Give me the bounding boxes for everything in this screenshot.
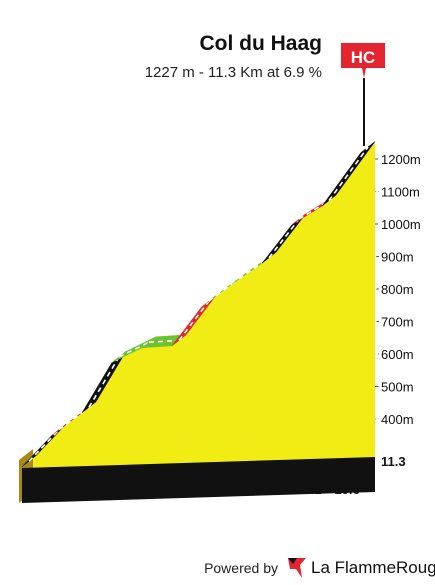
total-distance-label: 11.3	[381, 454, 406, 469]
gradient-label: 7.1	[304, 482, 322, 497]
flamme-rouge-logo-icon	[288, 558, 306, 578]
km-label: 2	[79, 503, 86, 518]
powered-by-text: Powered by	[204, 560, 278, 576]
road-centerline	[118, 341, 150, 358]
km-label: 5	[169, 501, 176, 516]
y-tick-label: 1000m	[381, 217, 421, 232]
km-label: 1	[49, 504, 56, 519]
y-tick-label: 400m	[381, 412, 414, 427]
gradient-label: 10.5	[90, 482, 115, 497]
y-tick-label: 600m	[381, 347, 414, 362]
y-tick-label: 700m	[381, 315, 414, 330]
y-tick-label: 1100m	[381, 185, 420, 200]
road-centerline	[268, 218, 300, 259]
brand-name: La FlammeRouge	[311, 558, 435, 577]
km-label: 6	[199, 500, 206, 515]
base-band	[22, 457, 375, 503]
profile-fill	[19, 141, 375, 503]
gradient-label: 3.5	[124, 482, 142, 497]
km-label: 8	[259, 498, 266, 513]
road-centerline	[328, 146, 369, 202]
km-label: 4	[139, 502, 147, 517]
elevation-profile-chart: 400m 500m 600m 700m 800m 900m 1000m 1100m 1200m 9…	[19, 43, 421, 519]
gradient-label: 10.9	[270, 482, 295, 497]
km-label: 7	[229, 499, 236, 514]
climb-title: Col du Haag	[199, 32, 322, 55]
y-tick-label: 900m	[381, 250, 414, 265]
road-segment	[321, 141, 376, 207]
km-label: 9	[289, 497, 296, 512]
y-tick-label: 500m	[381, 380, 414, 395]
km-label: 10	[316, 497, 330, 512]
gradient-label: 7.1	[184, 482, 202, 497]
y-tick-label: 800m	[381, 282, 414, 297]
gradient-label: 3.9	[214, 482, 232, 497]
profile-labels: 400m 500m 600m 700m 800m 900m 1000m 1100m 1200m 9…	[34, 152, 421, 519]
km-label: 3	[109, 502, 116, 517]
y-tick-label: 1200m	[381, 152, 421, 167]
gradient-label: 0.6	[154, 482, 172, 497]
road-centerline	[28, 429, 60, 462]
footer: Powered by La FlammeRouge	[0, 548, 435, 585]
profile-area	[22, 141, 375, 470]
gradient-label: 3.8	[244, 482, 262, 497]
road-centerline	[88, 356, 120, 408]
profile-road	[21, 141, 376, 467]
hc-badge-icon	[341, 43, 385, 78]
gradient-label: 6.9	[64, 482, 82, 497]
gradient-label: 10.6	[334, 482, 359, 497]
hc-badge-label: HC	[351, 48, 376, 67]
climb-stats: 1227 m - 11.3 Km at 6.9 %	[144, 64, 322, 81]
gradient-label: 9.7	[34, 482, 52, 497]
summit-flag: HC	[341, 43, 385, 146]
